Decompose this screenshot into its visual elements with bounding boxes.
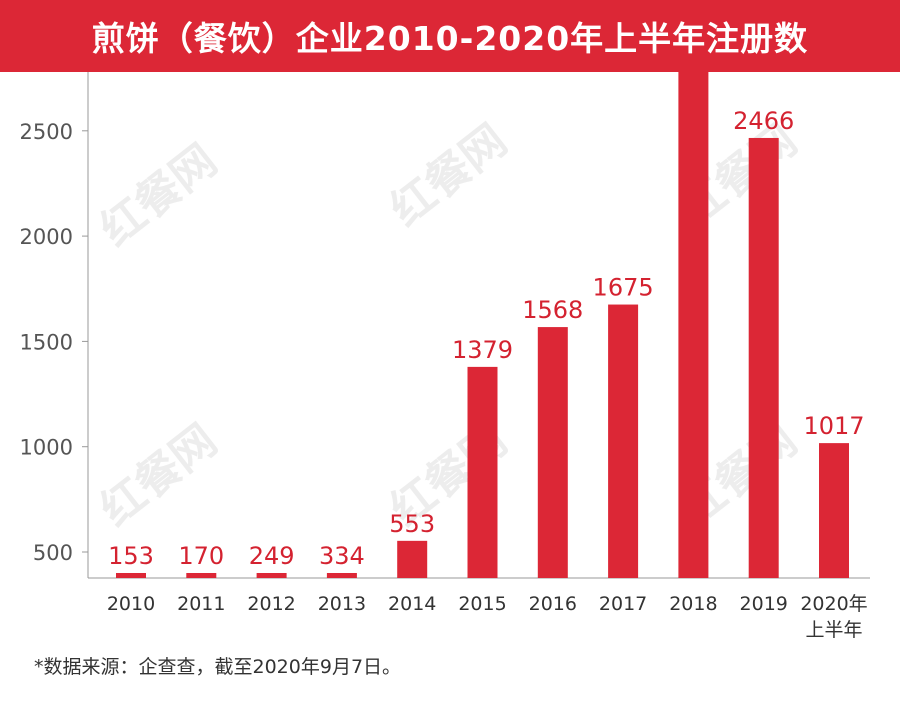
data-label: 170 (178, 542, 224, 570)
x-tick-label: 2015 (458, 593, 506, 615)
data-label: 1017 (803, 412, 864, 440)
x-tick-label: 2017 (599, 593, 647, 615)
x-tick-label: 2019 (740, 593, 788, 615)
bar (397, 540, 428, 578)
data-label: 553 (389, 510, 435, 538)
source-note: *数据来源：企查查，截至2020年9月7日。 (34, 656, 402, 678)
y-tick-label: 2000 (20, 225, 73, 249)
data-label: 334 (319, 542, 365, 570)
x-tick-label: 2012 (247, 593, 295, 615)
bar (186, 573, 217, 578)
data-label: 1568 (522, 296, 583, 324)
x-tick-label: 2010 (107, 593, 155, 615)
data-label: 1379 (452, 336, 513, 364)
x-tick-label: 2014 (388, 593, 436, 615)
data-label: 153 (108, 542, 154, 570)
y-tick-label: 1000 (20, 436, 73, 460)
x-tick-label: 2020年 (800, 593, 867, 615)
bar (748, 137, 779, 579)
bar (537, 327, 568, 578)
x-tick-label: 2016 (529, 593, 577, 615)
data-label: 1675 (593, 274, 654, 302)
bar (256, 573, 287, 578)
x-tick-label: 2018 (669, 593, 717, 615)
bar (608, 304, 639, 578)
bar (326, 573, 357, 578)
bar (678, 72, 709, 578)
y-tick-label: 500 (33, 541, 73, 565)
x-tick-label: 2013 (318, 593, 366, 615)
bar (116, 573, 146, 578)
bar (467, 366, 498, 578)
bar (819, 443, 849, 578)
x-tick-label: 上半年 (805, 619, 862, 641)
chart-title: 煎饼（餐饮）企业2010-2020年上半年注册数 (0, 0, 900, 72)
y-tick-label: 1500 (20, 330, 73, 354)
y-tick-label: 2500 (20, 120, 73, 144)
x-tick-label: 2011 (177, 593, 225, 615)
data-label: 249 (249, 542, 295, 570)
bar-chart: 5001000150020002500300035004000450015320… (20, 72, 870, 641)
data-label: 2466 (733, 107, 794, 135)
